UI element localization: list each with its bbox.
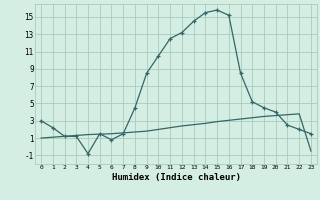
X-axis label: Humidex (Indice chaleur): Humidex (Indice chaleur) (111, 173, 241, 182)
